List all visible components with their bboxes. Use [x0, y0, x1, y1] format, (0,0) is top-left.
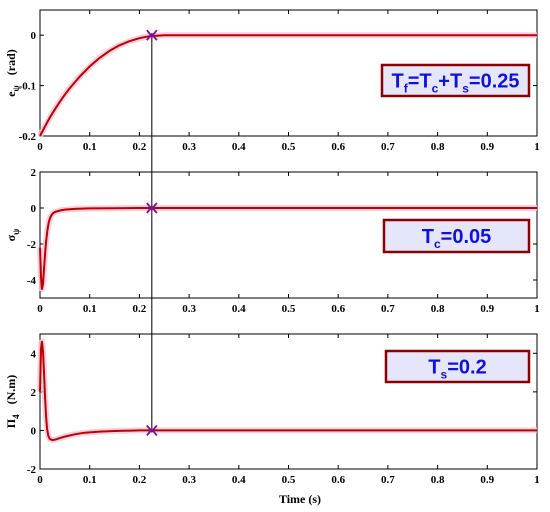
x-tick-label: 0.4 — [232, 474, 246, 486]
x-tick-label: 0.8 — [431, 141, 445, 153]
x-tick-label: 0.4 — [232, 303, 246, 315]
annotation-box — [382, 218, 531, 254]
y-tick-label: -2 — [27, 464, 37, 476]
annotation-text: Ts=0.2 — [428, 357, 486, 382]
settling-marker — [146, 424, 158, 437]
x-tick-label: 0 — [37, 474, 43, 486]
x-tick-label: 0 — [37, 303, 43, 315]
x-tick-label: 0.3 — [182, 303, 196, 315]
annotation-text: Tc=0.05 — [422, 226, 492, 251]
x-tick-label: 1 — [534, 474, 540, 486]
x-tick-label: 0.7 — [381, 303, 395, 315]
y-tick-label: 4 — [31, 348, 37, 360]
y-tick-label: -0.2 — [19, 131, 37, 143]
annotation-box — [380, 63, 531, 98]
x-tick-label: 0.3 — [182, 474, 196, 486]
panel-sliding-surface: 0 0.1 0.2 0.3 0.4 0.5 0.6 0.7 0.8 0.9 1 -4 -2 0 2 σψ Tc=… — [4, 167, 540, 315]
x-tick-label: 0.9 — [480, 303, 494, 315]
series-line — [39, 340, 537, 442]
y-axis-label: Π4(N.m) — [4, 375, 21, 429]
annotation-text: Tf=Tc+Ts=0.25 — [391, 71, 519, 96]
x-tick-label: 0.6 — [331, 141, 345, 153]
x-axis-label: Time (s) — [279, 492, 321, 506]
x-tick-label: 0.9 — [480, 141, 494, 153]
y-tick-label: 0 — [31, 203, 37, 215]
x-tick-label: 0.2 — [133, 141, 147, 153]
x-tick-label: 0.2 — [133, 474, 147, 486]
series-line — [39, 207, 537, 290]
x-tick-label: 0.5 — [282, 303, 296, 315]
settling-marker — [146, 29, 158, 41]
x-tick-label: 0.6 — [331, 474, 345, 486]
y-axis-label: eψ(rad) — [4, 49, 21, 97]
y-tick-label: -0.1 — [19, 81, 36, 93]
y-tick-label: 2 — [31, 167, 37, 179]
y-tick-label: 2 — [31, 387, 37, 399]
x-tick-label: 0.8 — [431, 303, 445, 315]
x-tick-label: 1 — [534, 141, 540, 153]
x-tick-label: 0.7 — [381, 141, 395, 153]
y-tick-label: -2 — [27, 239, 37, 251]
y-tick-label: -4 — [27, 275, 37, 287]
settling-time-markers — [146, 29, 158, 437]
x-tick-label: 0.9 — [480, 474, 494, 486]
y-axis-label: σψ — [4, 228, 21, 242]
y-tick-label: 0 — [31, 30, 37, 42]
panel-control-torque: 0 0.1 0.2 0.3 0.4 0.5 0.6 0.7 0.8 0.9 1-2024Π4(N.m… — [4, 333, 540, 486]
x-tick-label: 0.7 — [381, 474, 395, 486]
y-tick-label: 0 — [31, 425, 37, 437]
x-tick-label: 1 — [534, 303, 540, 315]
x-tick-label: 0.1 — [83, 474, 97, 486]
x-tick-label: 0 — [37, 141, 43, 153]
x-tick-label: 0.2 — [133, 303, 147, 315]
x-tick-label: 0.3 — [182, 141, 196, 153]
x-tick-label: 0.1 — [83, 303, 97, 315]
settling-marker — [146, 202, 158, 214]
x-tick-label: 0.1 — [83, 141, 97, 153]
x-tick-label: 0.5 — [282, 474, 296, 486]
series-line — [39, 34, 537, 137]
x-tick-label: 0.6 — [331, 303, 345, 315]
x-tick-label: 0.5 — [282, 141, 296, 153]
x-tick-label: 0.4 — [232, 141, 246, 153]
annotation-box — [384, 349, 531, 384]
x-tick-label: 0.8 — [431, 474, 445, 486]
panel-heading-error: 0 0.1 0.2 0.3 0.4 0.5 0.6 0.7 0.8 0.9 1 -0.2 -0.1 0 eψ… — [4, 9, 540, 153]
